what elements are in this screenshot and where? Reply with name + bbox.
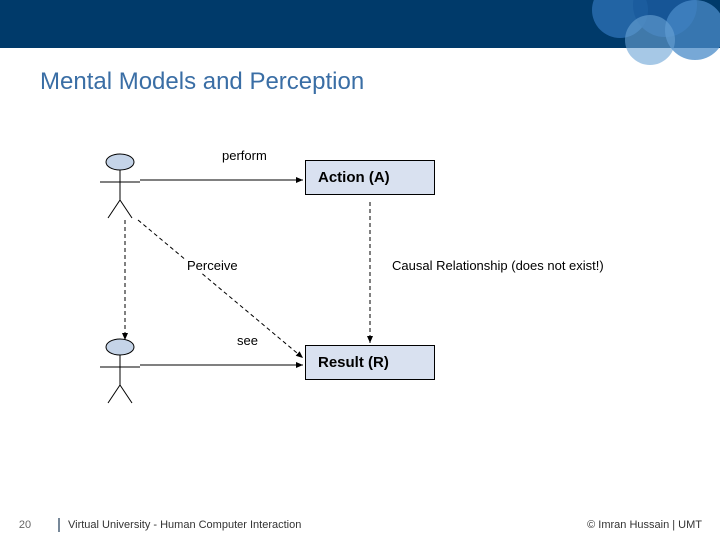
label-perceive: Perceive	[185, 258, 240, 273]
result-box: Result (R)	[305, 345, 435, 380]
page-number: 20	[0, 519, 50, 531]
edge-diag	[138, 220, 303, 358]
actor-bottom	[100, 339, 140, 403]
action-box: Action (A)	[305, 160, 435, 195]
actor-top	[100, 154, 140, 218]
slide-title: Mental Models and Perception	[40, 68, 364, 96]
header-decoration	[520, 0, 720, 65]
footer-right-text: © Imran Hussain | UMT	[587, 519, 702, 531]
footer-left-text: Virtual University - Human Computer Inte…	[68, 519, 587, 531]
footer: 20 Virtual University - Human Computer I…	[0, 510, 720, 540]
footer-divider	[58, 518, 60, 532]
label-causal: Causal Relationship (does not exist!)	[390, 258, 606, 273]
label-perform: perform	[220, 148, 269, 163]
label-see: see	[235, 333, 260, 348]
diagram: Action (A) Result (R) perform see Causal…	[70, 130, 650, 430]
